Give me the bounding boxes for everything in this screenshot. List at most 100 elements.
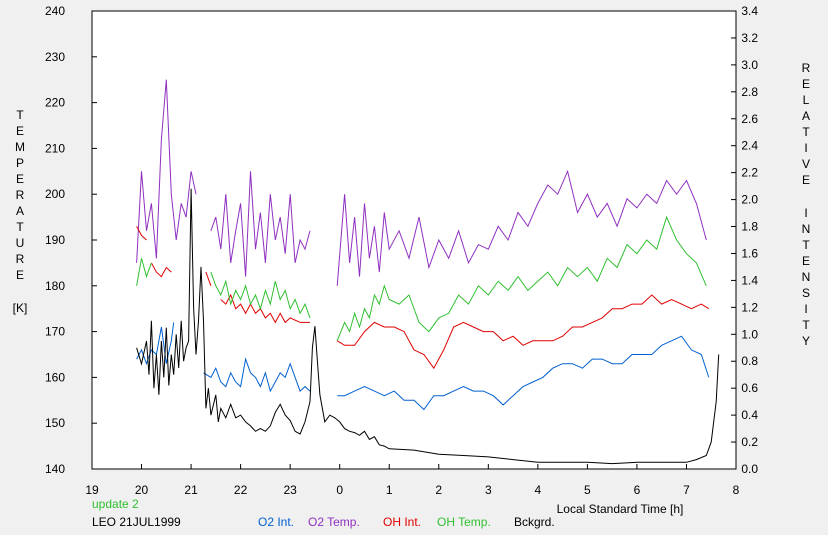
left-axis-label-letter: M — [15, 140, 25, 154]
right-axis-label-letter: I — [804, 141, 807, 155]
left-axis-label-letter: P — [16, 156, 24, 170]
right-tick-label: 2.8 — [741, 85, 758, 99]
right-axis-label-letter: Y — [802, 334, 810, 348]
series-line-oh-int — [136, 226, 147, 241]
right-axis-label-letter: R — [802, 61, 811, 75]
x-tick-label: 6 — [634, 483, 641, 497]
series-line-o2-int — [203, 357, 311, 393]
x-tick-label: 0 — [336, 483, 343, 497]
right-axis-label-letter: N — [802, 270, 811, 284]
left-tick-label: 160 — [45, 370, 65, 384]
left-tick-label: 210 — [45, 141, 65, 155]
x-tick-label: 1 — [386, 483, 393, 497]
right-tick-label: 1.0 — [741, 327, 758, 341]
left-tick-label: 240 — [45, 4, 65, 18]
right-axis-label-letter: L — [803, 93, 810, 107]
left-tick-label: 220 — [45, 96, 65, 110]
left-axis-unit: [K] — [13, 301, 28, 315]
x-tick-label: 2 — [435, 483, 442, 497]
right-tick-label: 1.6 — [741, 246, 758, 260]
x-tick-label: 4 — [535, 483, 542, 497]
x-tick-label: 7 — [683, 483, 690, 497]
legend: O2 Int. O2 Temp. OH Int. OH Temp. Bckgrd. — [258, 515, 555, 529]
x-tick-label: 22 — [234, 483, 248, 497]
right-tick-label: 0.4 — [741, 408, 758, 422]
series-line-oh-int — [150, 262, 172, 278]
left-axis-ticks: 140 150 160 170 180 190 200 210 220 230 240 — [45, 4, 97, 476]
legend-entry: OH Int. — [383, 515, 421, 529]
series-line-oh-int — [336, 294, 710, 370]
legend-entry: Bckgrd. — [514, 515, 555, 529]
series-line-oh-temp — [336, 215, 707, 341]
right-tick-label: 0.2 — [741, 435, 758, 449]
right-axis-label-letter: T — [802, 238, 810, 252]
x-tick-label: 23 — [283, 483, 297, 497]
left-tick-label: 170 — [45, 325, 65, 339]
series-line-oh-temp — [136, 258, 152, 286]
right-axis-label-letter: T — [802, 318, 810, 332]
series-line-o2-temp — [336, 169, 707, 286]
left-axis-label-letter: A — [16, 204, 24, 218]
right-tick-label: 2.0 — [741, 193, 758, 207]
right-tick-label: 3.4 — [741, 4, 758, 18]
left-axis-label-letter: T — [16, 108, 24, 122]
x-tick-label: 5 — [584, 483, 591, 497]
left-tick-label: 230 — [45, 50, 65, 64]
right-tick-label: 2.2 — [741, 166, 758, 180]
right-axis-label-letter: T — [802, 125, 810, 139]
left-tick-label: 200 — [45, 187, 65, 201]
right-tick-label: 1.8 — [741, 220, 758, 234]
right-tick-label: 1.2 — [741, 300, 758, 314]
station-date: LEO 21JUL1999 — [92, 515, 181, 529]
left-axis-label-letter: E — [16, 124, 24, 138]
x-tick-label: 3 — [485, 483, 492, 497]
series-line-bckgrd — [136, 188, 720, 465]
right-axis-label-letter: E — [802, 254, 810, 268]
right-axis-label-letter: V — [802, 157, 810, 171]
left-tick-label: 190 — [45, 233, 65, 247]
right-tick-label: 3.0 — [741, 58, 758, 72]
series-line-oh-temp — [210, 271, 311, 319]
right-axis-label-letter: E — [802, 173, 810, 187]
legend-entry: OH Temp. — [437, 515, 491, 529]
x-tick-label: 20 — [135, 483, 149, 497]
x-axis-label: Local Standard Time [h] — [557, 502, 684, 516]
right-axis-label-letter: A — [802, 109, 810, 123]
right-tick-label: 0.8 — [741, 354, 758, 368]
right-tick-label: 0.0 — [741, 462, 758, 476]
x-tick-label: 8 — [733, 483, 740, 497]
series-line-o2-temp — [210, 171, 311, 277]
series-line-o2-int — [337, 335, 710, 411]
x-axis-ticks: 19 20 21 22 23 0 1 2 3 4 5 6 7 8 — [85, 464, 740, 497]
series-line-o2-temp — [136, 79, 197, 263]
right-axis-label-letter: S — [802, 286, 810, 300]
right-tick-label: 3.2 — [741, 31, 758, 45]
update-note: update 2 — [92, 497, 139, 511]
series-line-oh-int — [205, 271, 212, 286]
right-axis-label-letter: I — [804, 206, 807, 220]
x-tick-label: 21 — [184, 483, 198, 497]
left-axis-label-letter: R — [16, 252, 25, 266]
x-tick-label: 19 — [85, 483, 99, 497]
right-tick-label: 2.4 — [741, 139, 758, 153]
plot-area — [91, 10, 737, 470]
left-axis-label-letter: E — [16, 268, 24, 282]
left-axis-label-letter: E — [16, 172, 24, 186]
left-axis-label-letter: R — [16, 188, 25, 202]
right-axis-ticks: 0.0 0.2 0.4 0.6 0.8 1.0 1.2 1.4 1.6 1.8 2.0 2.2 2.4 2… — [731, 4, 758, 476]
right-tick-label: 0.6 — [741, 381, 758, 395]
legend-entry: O2 Int. — [258, 515, 294, 529]
left-axis-label-letter: U — [16, 236, 25, 250]
left-tick-label: 150 — [45, 416, 65, 430]
left-tick-label: 180 — [45, 279, 65, 293]
legend-entry: O2 Temp. — [308, 515, 360, 529]
right-tick-label: 2.6 — [741, 112, 758, 126]
left-axis-label-letter: T — [16, 220, 24, 234]
right-axis-label-letter: I — [804, 302, 807, 316]
right-axis-label-letter: E — [802, 77, 810, 91]
right-tick-label: 1.4 — [741, 273, 758, 287]
right-axis-label-letter: N — [802, 222, 811, 236]
